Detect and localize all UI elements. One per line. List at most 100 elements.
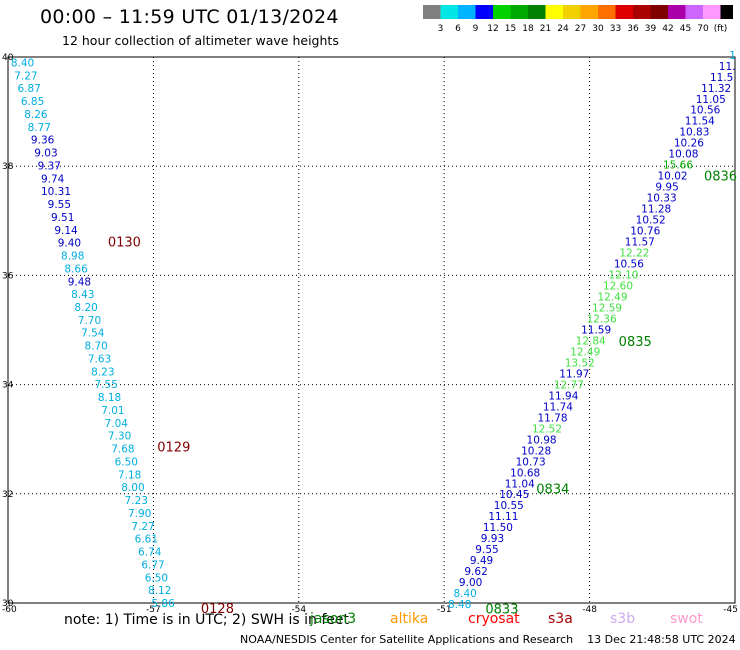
color-scale-label: 45 [680,24,691,34]
pass-time-label: 0129 [157,440,190,455]
color-swatch [580,5,598,19]
wave-height-label: 10.28 [521,445,551,457]
wave-height-label: 10.26 [674,138,704,150]
wave-height-label: 10.02 [658,171,688,183]
wave-height-label: 11.04 [505,478,535,490]
wave-height-label: 7.18 [118,469,141,481]
wave-height-label: 12.49 [570,346,600,358]
color-swatch [475,5,493,19]
wave-height-label: 8.40 [453,588,476,600]
wave-height-label: 6.74 [138,547,162,559]
color-scale-label: 3 [438,24,444,34]
grid-lines [8,57,735,603]
wave-height-label: 10.52 [636,215,666,227]
wave-height-label: 11.50 [483,522,513,534]
wave-height-label: 10.56 [614,259,644,271]
wave-height-label: 10.76 [630,226,660,238]
wave-height-label: 12.49 [597,291,627,303]
color-swatch [440,5,458,19]
wave-height-label: 7.63 [88,353,111,365]
wave-height-label: 1 [729,50,736,62]
color-scale-label: 12 [487,24,498,34]
wave-height-label: 10.08 [668,149,698,161]
wave-height-label: 9.93 [481,533,504,545]
color-swatch [720,5,733,19]
wave-height-label: 8.48 [448,599,471,611]
color-scale-label: 18 [522,24,534,34]
wave-height-label: 7.01 [101,405,124,417]
wave-height-label: 8.20 [74,302,97,314]
satellite-jason3: jason3 [310,611,357,627]
wave-height-label: 9.62 [464,566,487,578]
wave-height-label: 9.49 [470,555,493,567]
satellite-s3b: s3b [610,611,636,627]
map-frame [7,56,736,604]
wave-height-label: 15.66 [663,160,693,172]
color-swatch [633,5,651,19]
pass-time-label: 0128 [201,602,234,615]
wave-height-label: 8.18 [98,392,121,404]
wave-height-label: 11.94 [548,390,578,402]
color-scale-label: 39 [645,24,657,34]
color-scale-label: 27 [575,24,586,34]
wave-height-label: 10.55 [494,500,524,512]
wave-height-label: 11.59 [581,324,611,336]
note-text: note: 1) Time is in UTC; 2) SWH is in fe… [64,612,350,628]
wave-height-label: 9.55 [48,199,71,211]
wave-height-label: 8.70 [84,341,107,353]
pass-time-label: 0834 [536,482,569,497]
footer-credit: NOAA/NESDIS Center for Satellite Applica… [240,633,736,646]
wave-height-label: 11.5 [710,72,733,84]
color-swatch [423,5,441,19]
color-swatch [528,5,546,19]
color-swatch [685,5,703,19]
satellite-s3a: s3a [548,611,573,627]
wave-height-label: 7.27 [14,70,37,82]
wave-height-label: 5.86 [151,598,175,610]
color-scale-label: 33 [610,24,621,34]
page-subtitle: 12 hour collection of altimeter wave hei… [62,33,339,48]
wave-height-label: 10.31 [41,186,71,198]
wave-height-label: 9.95 [655,182,678,194]
pass-time-label: 0835 [619,335,652,350]
wave-height-label: 13.52 [565,357,595,369]
color-scale-legend: 3 6 9 12 15 18 21 24 27 30 33 36 39 42 45 70 (ft) [423,5,733,34]
lat-tick-label: 38 [2,162,14,172]
wave-height-label: 9.00 [459,577,482,589]
wave-height-label: 9.74 [41,173,65,185]
wave-height-label: 11.32 [701,83,731,95]
wave-height-label: 12.77 [554,379,584,391]
wave-height-label: 6.50 [115,456,138,468]
color-swatch [493,5,511,19]
color-scale-label: 70 [697,24,709,34]
wave-height-label: 9.51 [51,212,74,224]
wave-height-label: 7.27 [131,521,154,533]
wave-height-label: 9.55 [475,544,498,556]
wave-height-label: 12.10 [608,270,638,282]
wave-height-label: 11.97 [559,368,589,380]
color-swatch [598,5,616,19]
pass-time-label: 0130 [108,236,141,251]
wave-height-label: 8.77 [28,122,51,134]
lat-tick-label: 32 [2,490,13,500]
satellite-swot: swot [670,611,703,627]
wave-height-label: 10.98 [527,434,557,446]
wave-height-label: 11. [719,61,736,73]
wave-height-label: 12.59 [592,302,622,314]
color-swatch [703,5,721,19]
wave-height-label: 9.36 [31,135,55,147]
wave-height-label: 12.22 [619,248,649,260]
wave-height-label: 7.54 [81,328,105,340]
wave-height-label: 6.61 [135,534,158,546]
wave-height-label: 8.23 [91,366,114,378]
wave-height-label: 8.40 [11,57,34,69]
wave-height-label: 9.40 [58,238,81,250]
wave-height-label: 12.60 [603,281,633,293]
wave-height-label: 8.66 [64,263,88,275]
wave-height-label: 8.26 [24,109,48,121]
wave-height-label: 12.84 [576,335,606,347]
lon-tick-label: -57 [146,605,161,615]
color-scale-label: 15 [505,24,516,34]
satellite-track-1: 8.407.276.876.858.268.779.369.039.379.74… [11,57,234,615]
color-scale-label: 36 [627,24,639,34]
